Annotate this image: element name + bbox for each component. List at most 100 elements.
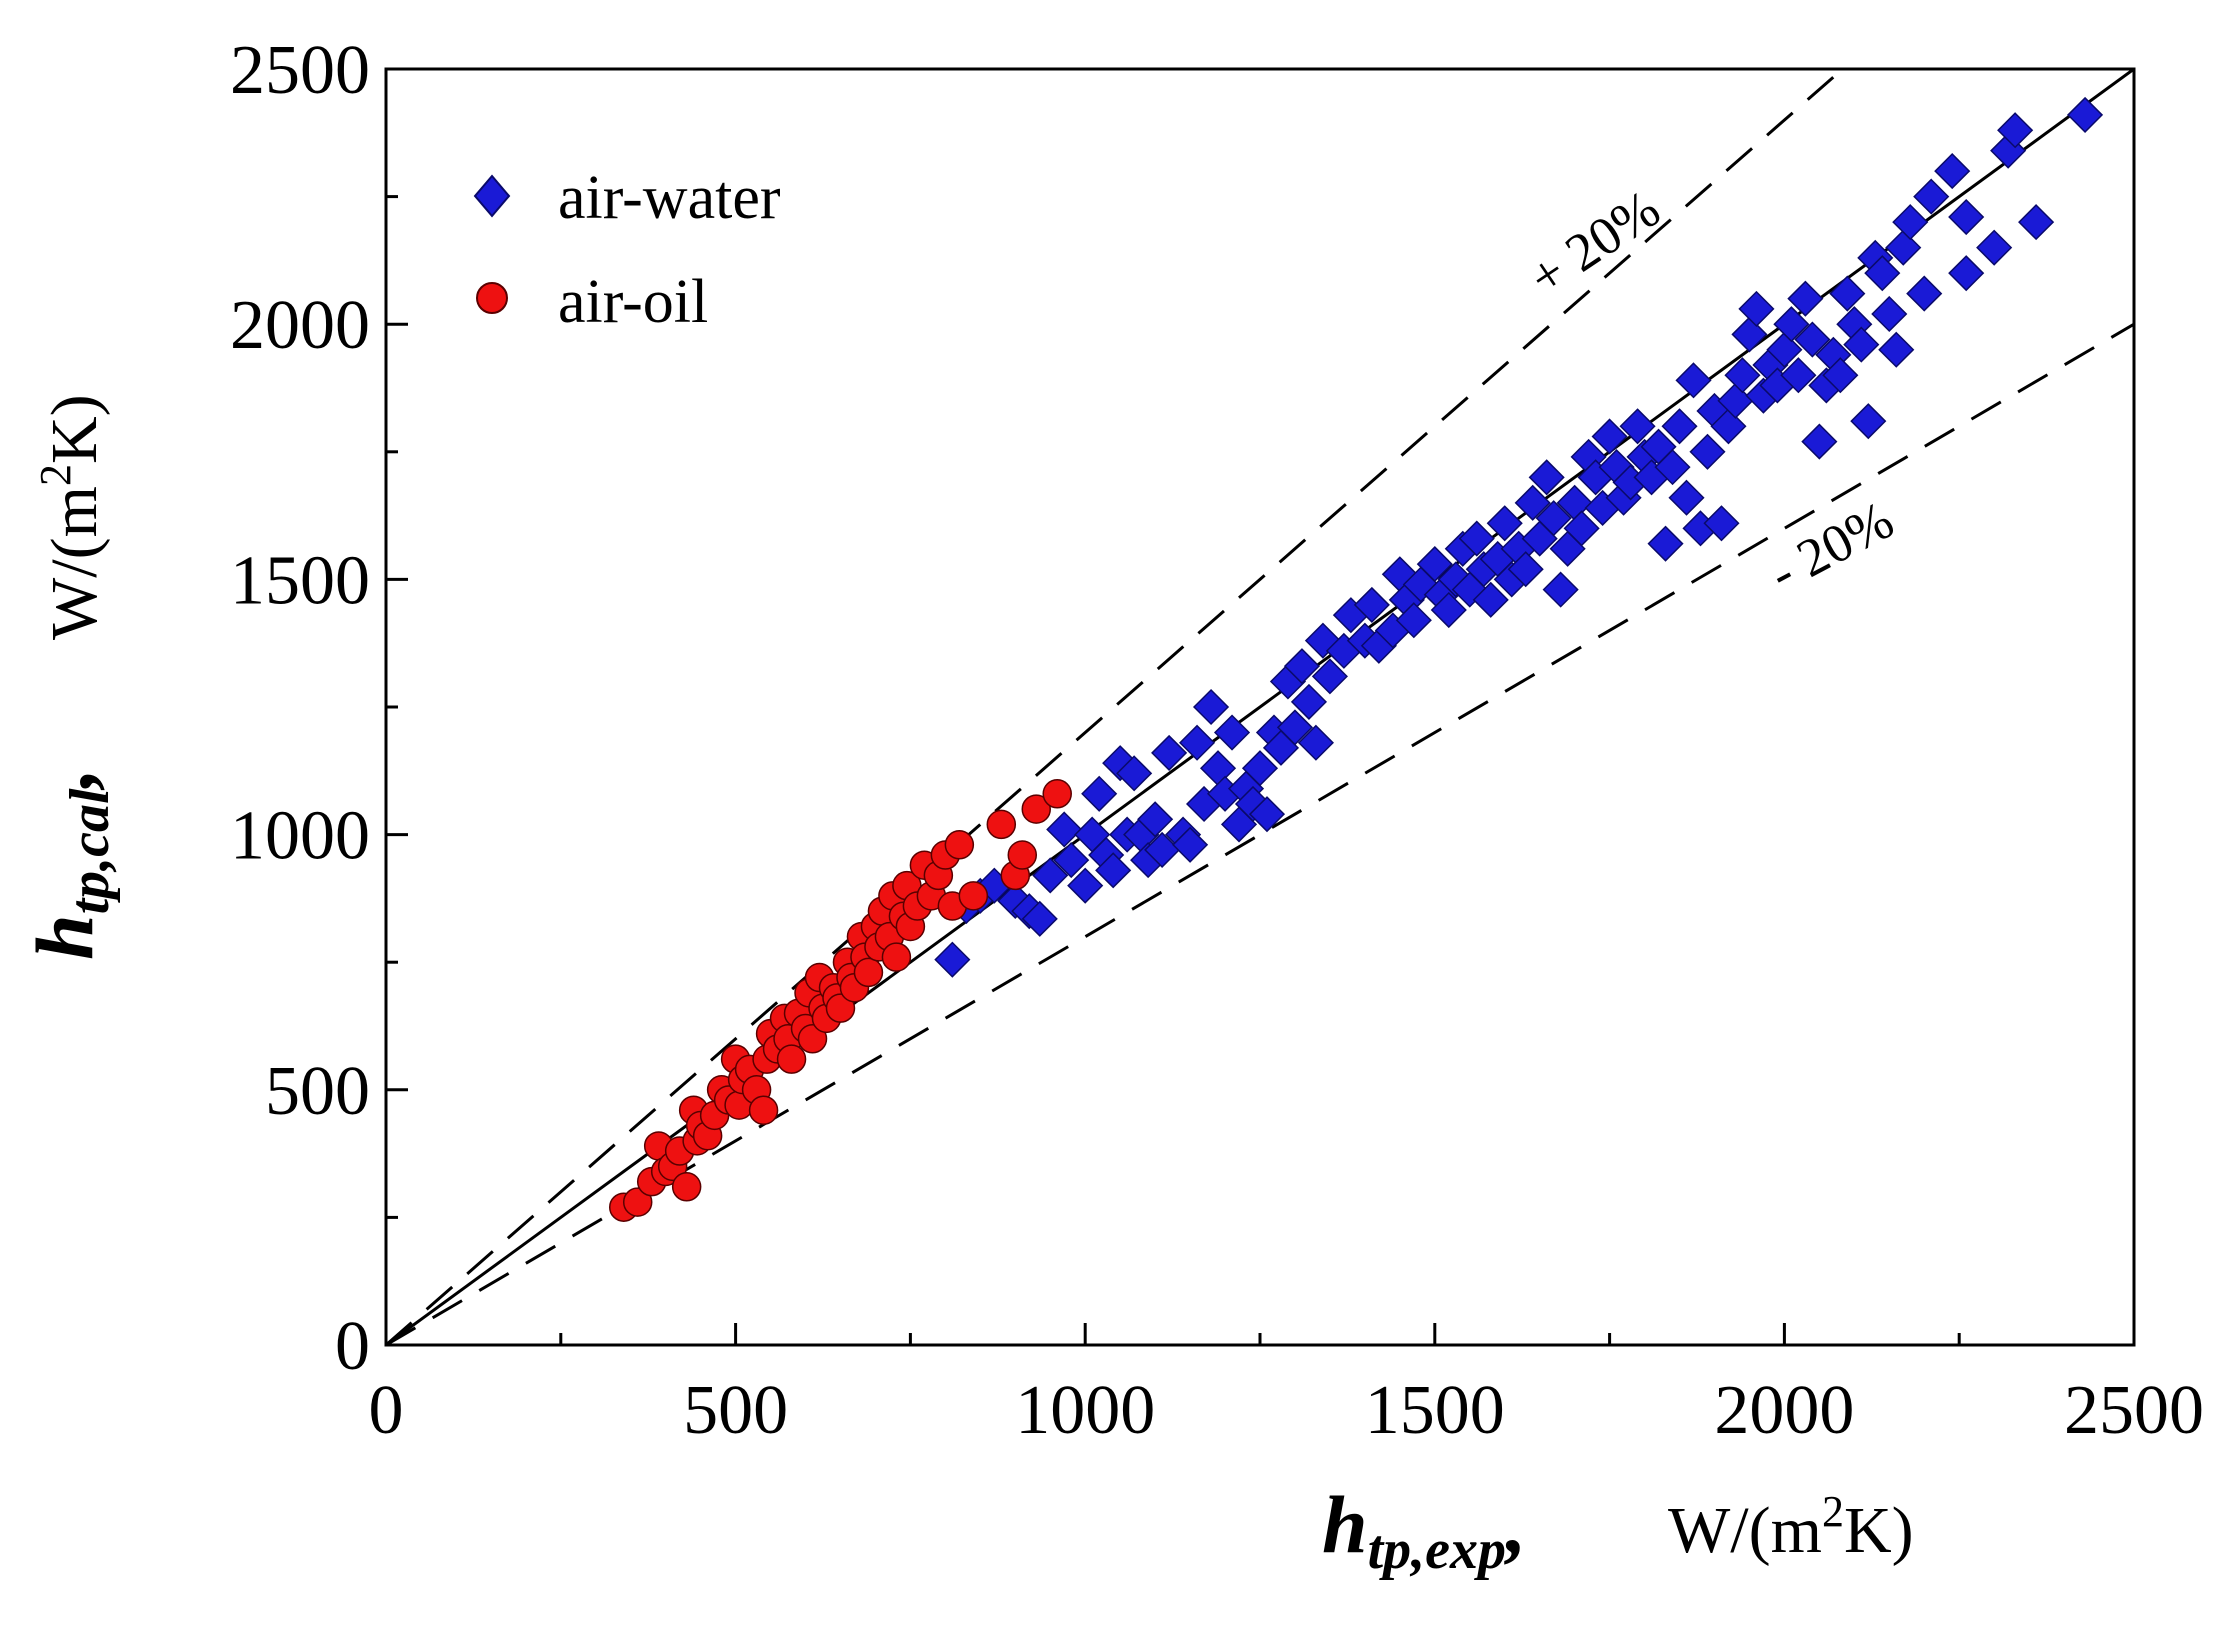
air-oil-point xyxy=(853,957,884,988)
air-water-point xyxy=(1276,709,1314,746)
air-water-point xyxy=(1661,408,1698,445)
air-oil-point xyxy=(748,1095,779,1125)
y-unit-post: K) xyxy=(38,394,111,464)
air-water-point xyxy=(1283,648,1321,685)
x-axis-subscript: tp,exp xyxy=(1368,1519,1506,1581)
air-water-point xyxy=(1976,229,2013,266)
x-tick-label: 0 xyxy=(369,1372,404,1449)
y-tick-label: 1000 xyxy=(230,798,370,875)
y-tick-label: 0 xyxy=(335,1308,370,1385)
air-water-point xyxy=(1514,484,1551,521)
air-water-point xyxy=(1179,724,1216,761)
air-water-point xyxy=(1997,112,2034,149)
air-water-point xyxy=(1689,433,1726,470)
x-axis-separator: , xyxy=(1504,1479,1527,1570)
air-water-point xyxy=(1654,449,1691,486)
air-water-point xyxy=(1192,688,1230,726)
x-axis-unit: W/(m2K) xyxy=(1668,1487,1914,1567)
y-axis-label: htp,cal, xyxy=(19,768,121,960)
air-water-point xyxy=(1892,204,1929,241)
legend-air-water-label: air-water xyxy=(558,164,781,232)
air-water-point xyxy=(1116,755,1153,792)
air-water-point xyxy=(1619,408,1656,445)
air-water-point xyxy=(2018,204,2055,241)
air-water-point xyxy=(1934,153,1971,190)
air-water-point xyxy=(1535,500,1572,537)
tick-labels: 0 500 1000 1500 2000 2500 0 500 1000 1500 2000 2500 xyxy=(230,32,2204,1449)
air-water-point xyxy=(1241,750,1279,787)
air-water-point xyxy=(1731,316,1768,353)
x-unit-sup: 2 xyxy=(1822,1487,1844,1536)
air-water-point xyxy=(1032,857,1069,894)
legend-air-oil-marker xyxy=(476,282,508,314)
air-water-point xyxy=(1095,852,1132,889)
air-water-point xyxy=(1290,683,1328,720)
air-water-point xyxy=(1850,403,1887,440)
legend-air-oil-label: air-oil xyxy=(558,268,708,336)
air-water-point xyxy=(1486,505,1523,542)
air-water-point xyxy=(1528,459,1565,496)
air-water-point xyxy=(1311,658,1348,695)
air-water-point xyxy=(1430,591,1467,629)
air-oil-point xyxy=(944,830,975,860)
air-water-point xyxy=(1081,775,1118,812)
air-oil-point xyxy=(622,1187,653,1217)
air-oil-point xyxy=(671,1172,702,1202)
air-oil-point xyxy=(1007,840,1038,870)
air-water-point xyxy=(1172,826,1209,863)
x-tick-label: 2000 xyxy=(1714,1372,1854,1449)
y-axis-symbol: h xyxy=(19,914,110,960)
air-water-point xyxy=(1773,306,1810,343)
air-water-point xyxy=(1878,331,1915,368)
x-unit-pre: W/(m xyxy=(1668,1494,1822,1567)
air-water-point xyxy=(1766,331,1803,368)
legend-air-water-marker xyxy=(473,174,511,218)
air-water-point xyxy=(1710,408,1747,445)
air-water-point xyxy=(1472,581,1509,618)
air-oil-point xyxy=(825,993,856,1023)
series-air-oil xyxy=(608,779,1072,1222)
air-water-point xyxy=(1948,255,1985,292)
air-water-point xyxy=(1353,586,1390,623)
air-water-point xyxy=(1801,423,1838,460)
air-water-point xyxy=(1738,290,1775,327)
air-water-point xyxy=(1248,796,1286,833)
air-oil-point xyxy=(986,809,1017,840)
y-axis-subscript: tp,cal xyxy=(59,788,121,914)
x-axis-label: htp,exp, xyxy=(1322,1479,1527,1581)
air-water-point xyxy=(1151,734,1188,771)
air-oil-point xyxy=(776,1044,807,1074)
air-water-point xyxy=(1591,418,1628,455)
x-unit-post: K) xyxy=(1844,1494,1914,1567)
air-water-point xyxy=(1829,275,1866,312)
legend: air-water air-oil xyxy=(473,164,781,336)
air-water-point xyxy=(1021,900,1058,937)
y-axis-separator: , xyxy=(19,768,110,791)
air-water-point xyxy=(1948,198,1985,236)
x-tick-label: 500 xyxy=(683,1372,788,1449)
air-water-point xyxy=(1794,321,1831,358)
air-water-point xyxy=(1787,280,1824,317)
y-unit-sup: 2 xyxy=(31,464,80,486)
x-axis-symbol: h xyxy=(1322,1479,1368,1570)
air-water-point xyxy=(1724,357,1761,394)
plus20-line xyxy=(386,69,1845,1345)
y-axis-unit: W/(m2K) xyxy=(31,394,111,640)
air-water-point xyxy=(1416,546,1453,583)
series-air-water xyxy=(934,96,2104,978)
air-water-point xyxy=(1864,255,1901,292)
data-points xyxy=(608,96,2104,1222)
air-water-point xyxy=(1563,510,1600,547)
air-water-point xyxy=(1647,525,1684,562)
air-oil-point xyxy=(1021,794,1052,824)
air-water-point xyxy=(1395,602,1432,639)
y-tick-label: 500 xyxy=(265,1053,370,1130)
air-water-point xyxy=(1297,724,1334,761)
air-oil-point xyxy=(958,881,989,911)
air-oil-point xyxy=(881,942,912,972)
air-water-point xyxy=(1668,479,1705,516)
air-water-point xyxy=(2066,96,2104,133)
x-tick-label: 1000 xyxy=(1015,1372,1155,1449)
air-water-point xyxy=(1542,571,1579,608)
